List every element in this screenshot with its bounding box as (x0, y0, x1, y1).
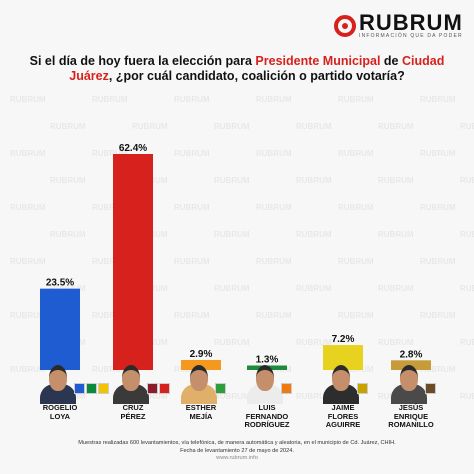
portrait-head (332, 365, 350, 391)
portrait-head (256, 365, 274, 391)
candidate-name-5: JESÚS ENRIQUE ROMANILLO (388, 403, 434, 429)
portrait-head (122, 365, 140, 391)
party-logo-chih-icon (357, 383, 368, 394)
party-logo-pueblo-icon (425, 383, 436, 394)
party-logos-1 (147, 383, 170, 394)
rubrum-logo: RUBRUM INFORMACIÓN QUE DA PODER (334, 12, 463, 39)
footnote-line-2: Fecha de levantamiento 27 de mayo de 202… (180, 447, 294, 454)
value-label-5: 2.8% (400, 349, 423, 360)
candidate-portrait-2 (179, 360, 219, 404)
portrait-head (190, 365, 208, 391)
question-highlight-office: Presidente Municipal (255, 54, 381, 68)
candidate-portrait-0 (38, 360, 78, 404)
candidate-names: ROGELIO LOYA CRUZ PÉREZ ESTHER MEJÍA LUIS F… (0, 403, 474, 438)
candidate-name-2: ESTHER MEJÍA (185, 403, 217, 421)
question-part-1: Si el día de hoy fuera la elección para (29, 54, 256, 68)
portrait-body (323, 384, 359, 404)
methodology-footnote: Muestras realizadas 600 levantamientos, … (10, 440, 464, 463)
party-logo-morena-icon (147, 383, 158, 394)
value-label-3: 1.3% (256, 355, 279, 366)
portrait-body (247, 384, 283, 404)
value-label-4: 7.2% (332, 334, 355, 345)
brand-tagline: INFORMACIÓN QUE DA PODER (359, 33, 463, 39)
portrait-body (391, 384, 427, 404)
party-logos-4 (357, 383, 368, 394)
party-logos-3 (281, 383, 292, 394)
survey-question: Si el día de hoy fuera la elección para … (20, 54, 454, 84)
candidate-portrait-3 (245, 360, 285, 404)
candidate-name-1: CRUZ PÉREZ (120, 403, 146, 421)
question-part-3: , ¿por cuál candidato, coalición o parti… (108, 69, 405, 83)
party-logo-mc-icon (281, 383, 292, 394)
party-logo-prd-icon (98, 383, 109, 394)
question-part-2: de (380, 54, 402, 68)
value-label-0: 23.5% (46, 278, 74, 289)
party-logo-pri-icon (86, 383, 97, 394)
footnote-line-1: Muestras realizadas 600 levantamientos, … (78, 440, 396, 446)
value-label-2: 2.9% (190, 349, 213, 360)
bar-2 (181, 359, 221, 370)
candidate-name-0: ROGELIO LOYA (42, 403, 78, 421)
candidate-name-3: LUIS FERNANDO RODRÍGUEZ (244, 403, 290, 429)
value-label-1: 62.4% (119, 143, 147, 154)
portrait-head (49, 365, 67, 391)
footnote-url[interactable]: www.rubrum.info (216, 455, 258, 461)
portrait-body (113, 384, 149, 404)
party-logo-pan-icon (74, 383, 85, 394)
rubrum-circle-logo-icon (334, 14, 356, 37)
portrait-body (40, 384, 76, 404)
bar-1 (113, 154, 153, 370)
party-logos-5 (425, 383, 436, 394)
question-highlight-city: Ciudad Juárez (69, 54, 445, 83)
brand-name: RUBRUM (359, 10, 463, 35)
candidate-name-4: JAIME FLORES AGUIRRE (325, 403, 361, 429)
candidate-portrait-4 (321, 360, 361, 404)
portrait-head (400, 365, 418, 391)
party-logo-pt-icon (159, 383, 170, 394)
candidate-portrait-5 (389, 360, 429, 404)
candidate-portrait-1 (111, 360, 151, 404)
bar-0 (40, 288, 80, 370)
party-logos-0 (74, 383, 109, 394)
party-logo-pvem-icon (215, 383, 226, 394)
portrait-body (181, 384, 217, 404)
party-logos-2 (215, 383, 226, 394)
